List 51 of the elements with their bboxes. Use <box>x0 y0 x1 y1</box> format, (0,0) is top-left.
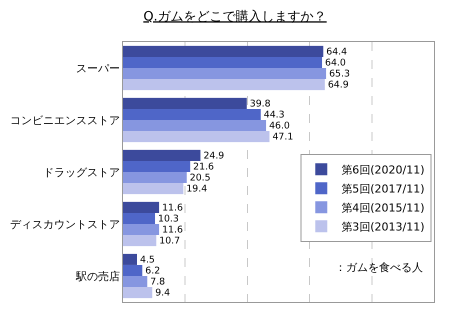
bar <box>123 46 324 57</box>
bar <box>123 224 160 236</box>
data-label: 65.3 <box>329 68 350 80</box>
data-label: 4.5 <box>140 254 155 266</box>
bar <box>123 202 160 213</box>
data-label: 20.5 <box>190 172 211 184</box>
bar <box>123 56 322 68</box>
data-label: 46.0 <box>269 120 290 132</box>
bar <box>123 68 326 80</box>
data-label: 64.4 <box>326 46 348 58</box>
data-label: 44.3 <box>264 109 285 120</box>
data-label: 10.3 <box>158 213 179 224</box>
data-label: 7.8 <box>150 276 166 288</box>
data-label: 24.9 <box>203 150 224 162</box>
data-label: 64.9 <box>328 80 349 91</box>
annotation: ：ガムを食べる人 <box>335 261 423 274</box>
bar <box>123 150 200 161</box>
bar <box>123 276 148 288</box>
data-label: 9.4 <box>155 288 170 299</box>
bar <box>123 254 137 265</box>
chart-title: Q.ガムをどこで購入しますか？ <box>143 9 327 24</box>
bar <box>123 98 247 109</box>
data-label: 64.0 <box>325 57 346 68</box>
bar <box>123 131 270 142</box>
data-label: 21.6 <box>193 161 214 172</box>
y-tick-label: コンビニエンスストア <box>10 114 120 127</box>
data-label: 11.6 <box>162 224 183 236</box>
bar <box>123 172 187 184</box>
bar <box>123 160 190 172</box>
data-label: 10.7 <box>159 236 180 247</box>
data-label: 39.8 <box>250 98 271 110</box>
legend-label: 第6回(2020/11) <box>341 164 425 177</box>
bar <box>123 79 325 90</box>
bar <box>123 108 261 120</box>
bar <box>123 287 152 298</box>
legend-label: 第3回(2013/11) <box>341 220 425 234</box>
y-tick-label: スーパー <box>76 62 120 75</box>
bar <box>123 212 156 224</box>
legend-label: 第4回(2015/11) <box>341 202 425 215</box>
bar <box>123 183 184 194</box>
legend-label: 第5回(2017/11) <box>341 182 425 196</box>
y-tick-label: ドラッグストア <box>42 166 120 179</box>
bar <box>123 120 266 132</box>
data-label: 11.6 <box>162 202 183 214</box>
data-label: 19.4 <box>186 184 208 195</box>
bar <box>123 264 142 276</box>
bar <box>123 235 156 246</box>
y-tick-label: 駅の売店 <box>74 270 120 283</box>
y-tick-label: ディスカウントストア <box>10 218 120 231</box>
data-label: 47.1 <box>272 132 294 143</box>
data-label: 6.2 <box>145 265 160 276</box>
